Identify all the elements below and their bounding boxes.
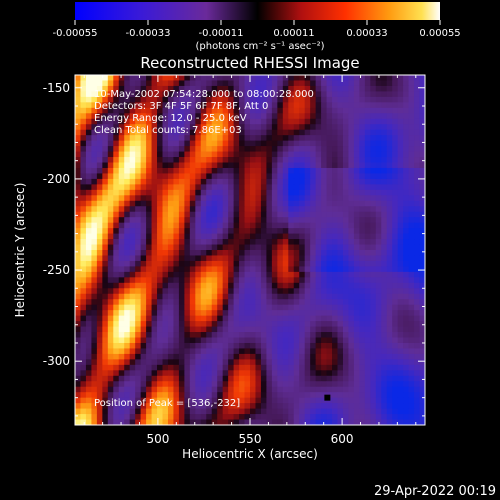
y-axis-label: Heliocentric Y (arcsec) (13, 183, 27, 318)
colorbar-ticks: -0.00055 -0.00033 -0.00011 0.00011 0.00033 0.… (53, 20, 461, 39)
chart-title: Reconstructed RHESSI Image (140, 54, 359, 72)
peak-marker (324, 394, 331, 401)
x-axis-label: Heliocentric X (arcsec) (182, 447, 318, 461)
heatmap (75, 75, 425, 425)
colorbar-gradient (75, 2, 440, 20)
annotation-line: 10-May-2002 07:54:28.000 to 08:00:28.000 (94, 89, 314, 100)
annotation-line: Detectors: 3F 4F 5F 6F 7F 8F, Att 0 (94, 101, 268, 112)
x-axis: 500 550 600 (83, 75, 417, 446)
annotation-line: Clean Total counts: 7.86E+03 (94, 125, 242, 136)
colorbar-tick-label: -0.00011 (199, 28, 244, 39)
annotations: 10-May-2002 07:54:28.000 to 08:00:28.000… (94, 89, 314, 136)
annotation-line: Energy Range: 12.0 - 25.0 keV (94, 113, 247, 124)
footer-timestamp: 29-Apr-2022 00:19 (374, 484, 496, 499)
colorbar-tick-label: -0.00055 (53, 28, 98, 39)
y-tick-label: -200 (43, 172, 70, 186)
y-tick-label: -150 (43, 81, 70, 95)
x-tick-label: 600 (331, 432, 354, 446)
colorbar-tick-label: 0.00055 (419, 28, 460, 39)
colorbar-unit-label: (photons cm⁻² s⁻¹ asec⁻²) (195, 41, 324, 52)
x-tick-label: 550 (239, 432, 262, 446)
colorbar: -0.00055 -0.00033 -0.00011 0.00011 0.00033 0.… (53, 2, 461, 52)
peak-position-label: Position of Peak = [536,-232] (94, 398, 240, 409)
colorbar-tick-label: 0.00011 (273, 28, 314, 39)
y-axis: -150 -200 -250 -300 (43, 81, 425, 417)
colorbar-tick-label: 0.00033 (346, 28, 387, 39)
colorbar-tick-label: -0.00033 (126, 28, 171, 39)
x-tick-label: 500 (146, 432, 169, 446)
y-tick-label: -250 (43, 263, 70, 277)
y-tick-label: -300 (43, 354, 70, 368)
